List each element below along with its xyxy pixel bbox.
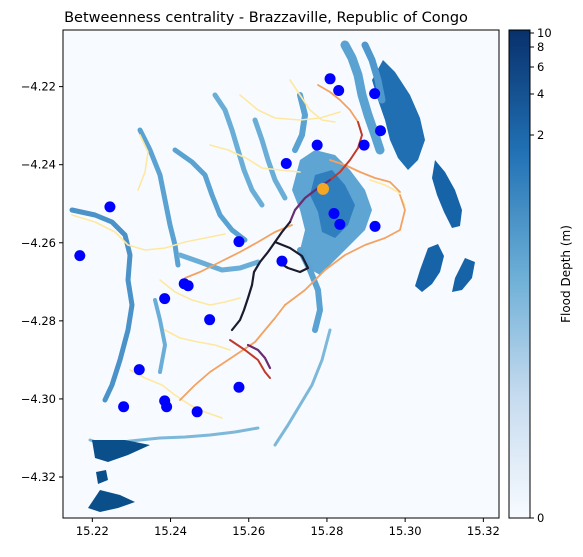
- flood-area-southwest-2: [88, 490, 135, 512]
- road-network: [71, 79, 406, 419]
- flood-channel-lower: [177, 252, 261, 273]
- colorbar-label: Flood Depth (m): [559, 225, 573, 323]
- facility-marker: [159, 293, 171, 305]
- facility-marker: [233, 236, 245, 248]
- flood-area-southeast: [415, 244, 444, 292]
- colorbar-tick-label: 6: [537, 60, 544, 74]
- facility-marker: [324, 73, 336, 85]
- x-tick-label: 15.24: [154, 524, 187, 538]
- facility-marker: [328, 207, 340, 219]
- road-low-7: [164, 329, 231, 351]
- highlight-markers: [317, 182, 330, 195]
- x-tick-label: 15.28: [310, 524, 343, 538]
- road-low-3: [239, 94, 341, 121]
- x-axis: 15.22 15.24 15.26 15.28 15.30 15.32: [76, 518, 500, 538]
- y-tick-label: −4.22: [21, 80, 56, 94]
- map-panel: 15.22 15.24 15.26 15.28 15.30 15.32 −4.22−4.2…: [21, 29, 500, 538]
- x-tick-label: 15.26: [232, 524, 265, 538]
- road-mid-5: [329, 159, 401, 193]
- map-frame: [62, 29, 500, 519]
- road-low-4: [209, 144, 301, 173]
- facility-marker: [333, 85, 345, 97]
- flood-channel-mid-3: [292, 92, 308, 153]
- colorbar-tick-label: 0: [537, 511, 544, 525]
- flood-area-southeast-2: [452, 258, 475, 292]
- y-tick-label: −4.32: [21, 470, 56, 484]
- facility-marker: [161, 401, 173, 413]
- colorbar-ticks: 108 6 4 2 0: [530, 26, 552, 525]
- y-tick-label: −4.24: [21, 158, 56, 172]
- road-max-2: [273, 240, 310, 274]
- flood-channel-mid-1: [212, 92, 265, 208]
- flood-channel-west-1: [69, 207, 135, 403]
- road-low-2: [137, 134, 149, 191]
- colorbar-tick-label: 4: [537, 87, 544, 101]
- x-tick-label: 15.32: [467, 524, 500, 538]
- road-low-5: [159, 279, 241, 306]
- facility-marker: [118, 401, 130, 413]
- flood-area-northeast: [372, 60, 425, 170]
- road-low-8: [289, 79, 336, 123]
- road-mid-2: [284, 194, 406, 306]
- facility-marker: [369, 88, 381, 100]
- facility-marker: [191, 406, 203, 418]
- flood-area-southwest-3: [96, 470, 108, 484]
- road-high-2: [229, 339, 271, 379]
- facility-marker: [233, 381, 245, 393]
- road-low-1: [71, 214, 226, 251]
- road-high-1: [329, 121, 363, 181]
- highlight-facility-marker: [317, 182, 330, 195]
- road-mid-3: [184, 224, 293, 279]
- flood-channel-north: [340, 40, 385, 155]
- flood-channel-mid-2: [252, 117, 288, 201]
- x-tick-label: 15.30: [389, 524, 422, 538]
- flood-channel-sw-1: [153, 298, 167, 374]
- facility-marker: [311, 139, 323, 151]
- facility-marker: [182, 280, 194, 292]
- chart-title: Betweenness centrality - Brazzaville, Re…: [64, 10, 468, 26]
- colorbar-tick-label: 10: [537, 26, 552, 40]
- facility-marker: [280, 158, 292, 170]
- facility-marker: [133, 364, 145, 376]
- y-tick-label: −4.28: [21, 314, 56, 328]
- facility-marker: [375, 125, 387, 137]
- facility-marker: [104, 201, 116, 213]
- facility-marker: [358, 139, 370, 151]
- facility-marker: [369, 220, 381, 232]
- x-tick-label: 15.22: [76, 524, 109, 538]
- road-low-6: [129, 369, 223, 419]
- flood-channel-west-3: [172, 147, 248, 243]
- colorbar-tick-label: 8: [537, 40, 544, 54]
- facility-marker: [276, 255, 288, 267]
- colorbar-tick-label: 2: [537, 128, 544, 142]
- facility-marker: [204, 314, 216, 326]
- colorbar: 108 6 4 2 0 Flood Depth (m): [508, 26, 573, 525]
- facility-marker: [74, 250, 86, 262]
- facility-markers: [74, 73, 387, 418]
- y-tick-label: −4.26: [21, 236, 56, 250]
- flood-channel-river-edge: [273, 328, 332, 447]
- flood-channel-north-2: [361, 41, 386, 104]
- road-mid-1: [179, 304, 286, 401]
- colorbar-gradient: [508, 29, 531, 519]
- flood-area-east: [432, 160, 462, 228]
- y-axis: −4.22 −4.24 −4.26 −4.28 −4.30 −4.32: [21, 80, 63, 484]
- road-mid-4: [317, 84, 359, 123]
- road-top-2: [246, 343, 272, 370]
- facility-marker: [334, 218, 346, 230]
- road-max: [230, 220, 292, 332]
- flood-area-southwest: [92, 440, 150, 462]
- y-tick-label: −4.30: [21, 392, 56, 406]
